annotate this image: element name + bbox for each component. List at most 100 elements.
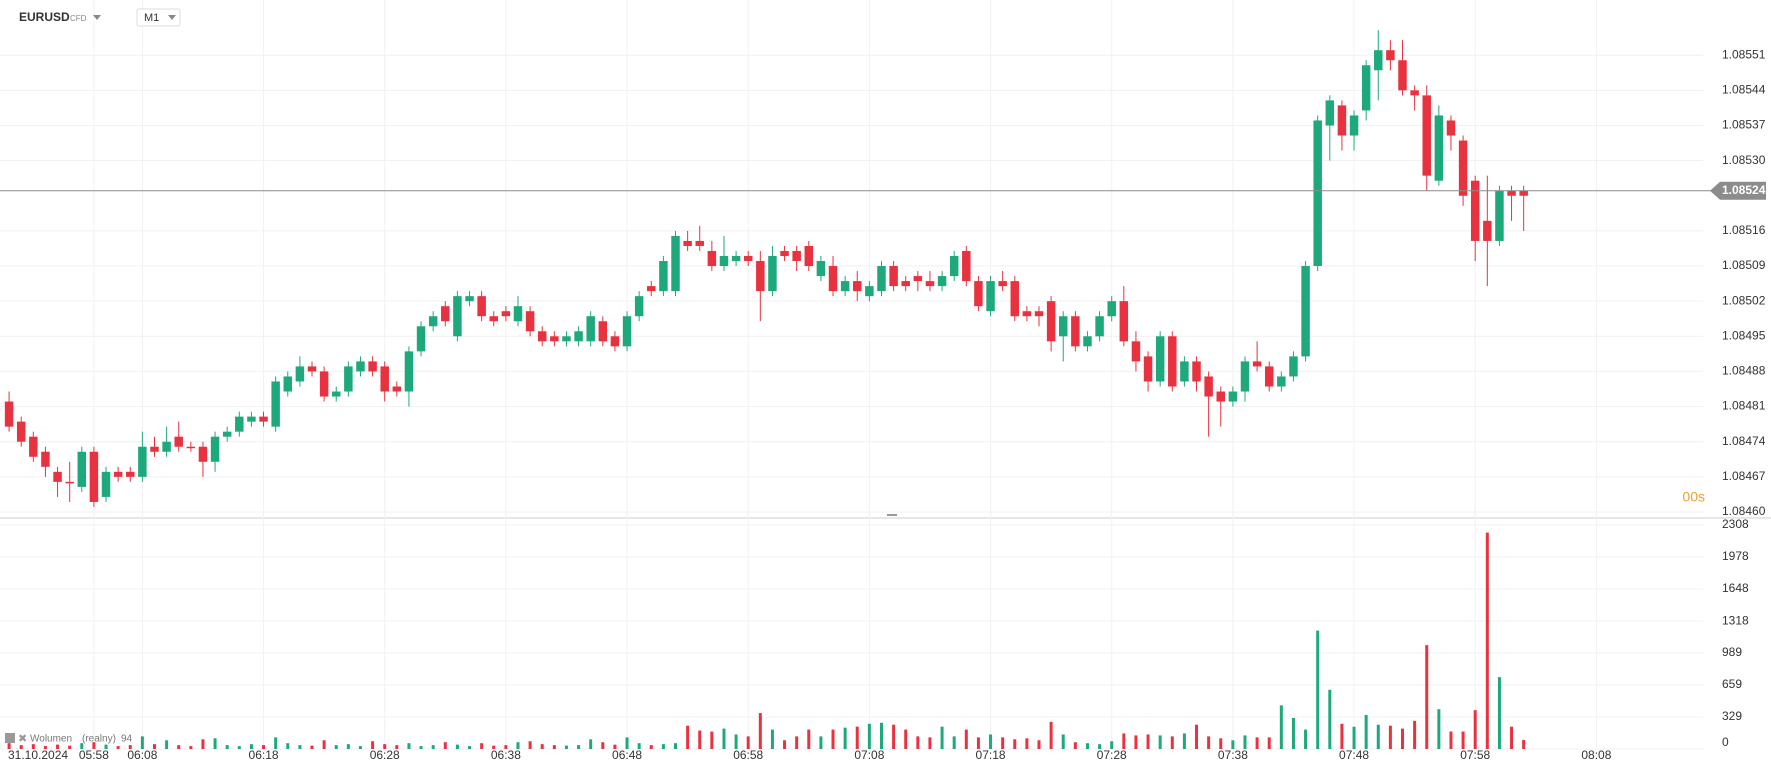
volume-bar [1073,742,1077,749]
volume-bar [952,736,956,749]
volume-bar [1522,739,1526,749]
candle-body [392,386,402,392]
candle-body [865,286,874,297]
y-tick-label: 1.08516 [1722,223,1766,237]
volume-bar [1146,734,1150,749]
close-icon[interactable]: ✖ [18,733,27,745]
candle-body [1301,266,1310,357]
volume-bar [1510,726,1514,749]
volume-bar [383,744,387,749]
volume-bar [201,739,205,749]
candle-body [210,436,220,462]
candle-body [768,255,777,292]
candle-body [816,261,826,277]
candle-body [1289,356,1298,377]
symbol[interactable]: EURUSD [19,10,70,24]
candle-body [1010,281,1020,317]
market: CFD [70,14,87,23]
symbol-dropdown[interactable] [93,15,101,20]
interval[interactable]: M1 [144,12,159,24]
candle-body [150,446,159,452]
candle-body [307,366,317,372]
candle-body [1071,316,1080,347]
y-tick-label: 329 [1722,709,1742,723]
settings-icon[interactable] [5,733,15,743]
candle-body [1228,391,1238,402]
volume-bar [1098,744,1102,749]
x-tick-label: 05:58 [79,748,109,762]
volume-bar [637,743,641,749]
volume-bar [443,742,447,749]
candle-body [1410,90,1419,96]
candle-body [222,431,232,437]
pane-handle[interactable] [887,514,897,516]
volume-bar [1461,731,1465,749]
candle-body [380,366,389,392]
volume-bar [1473,710,1477,749]
volume-title: Wolumen [30,734,72,745]
y-tick-label: 1.08481 [1722,399,1766,413]
candle-body [441,306,450,322]
candle-body [53,471,62,482]
interval-button[interactable] [136,8,181,27]
volume-bar [1122,733,1126,749]
x-tick-label: 07:28 [1097,748,1127,762]
x-tick-label: 07:08 [854,748,884,762]
candle-body [937,276,947,287]
candle-body [1204,376,1213,397]
y-tick-label: 0 [1722,735,1729,749]
candle-body [1386,50,1395,61]
candle-body [41,451,50,467]
volume-bar [310,745,314,749]
countdown: 00s [1682,489,1705,505]
volume-bar [734,734,738,749]
candle-body [404,351,414,392]
candle-body [1458,140,1468,196]
volume-bar [468,746,472,749]
y-tick-label: 1.08502 [1722,293,1766,307]
volume-bar [589,739,593,749]
volume-bar [613,744,617,749]
x-tick-label: 08:08 [1581,748,1611,762]
volume-bar [1001,737,1005,749]
candle-body [1216,391,1225,402]
volume-bar [407,743,411,749]
volume-bar [1340,723,1344,749]
candle-body [586,316,595,342]
candle-body [1398,60,1407,91]
candle-body [1155,336,1165,382]
candle-body [1313,120,1322,267]
candle-body [780,250,789,256]
volume-bar [661,744,665,749]
candle-body [731,255,741,262]
volume-bar [334,745,338,749]
x-tick-label: 06:38 [491,748,521,762]
candle-body [198,446,208,462]
candle-body [126,471,135,477]
y-tick-label: 1.08509 [1722,258,1766,272]
candle-body [331,391,341,397]
volume-bar [1085,743,1089,749]
y-tick-label: 1.08544 [1722,83,1766,97]
volume-bar [189,746,193,749]
candle-body [186,446,196,449]
volume-bar [528,741,532,749]
volume-bar [1255,737,1259,749]
candle-body [29,436,38,457]
candle-body [1046,301,1056,342]
volume-bar [904,729,908,749]
interval-dropdown[interactable] [168,15,176,20]
candle-body [295,366,305,382]
volume-bar [116,746,120,749]
candle-body [1131,341,1141,362]
candle-body [1168,336,1177,387]
volume-bar [1376,724,1380,749]
volume-bar [1219,738,1223,749]
candle-body [4,401,14,427]
volume-bar [1207,736,1211,749]
candle-body [1022,311,1032,317]
candle-body [174,436,183,447]
volume-bar [68,745,72,749]
